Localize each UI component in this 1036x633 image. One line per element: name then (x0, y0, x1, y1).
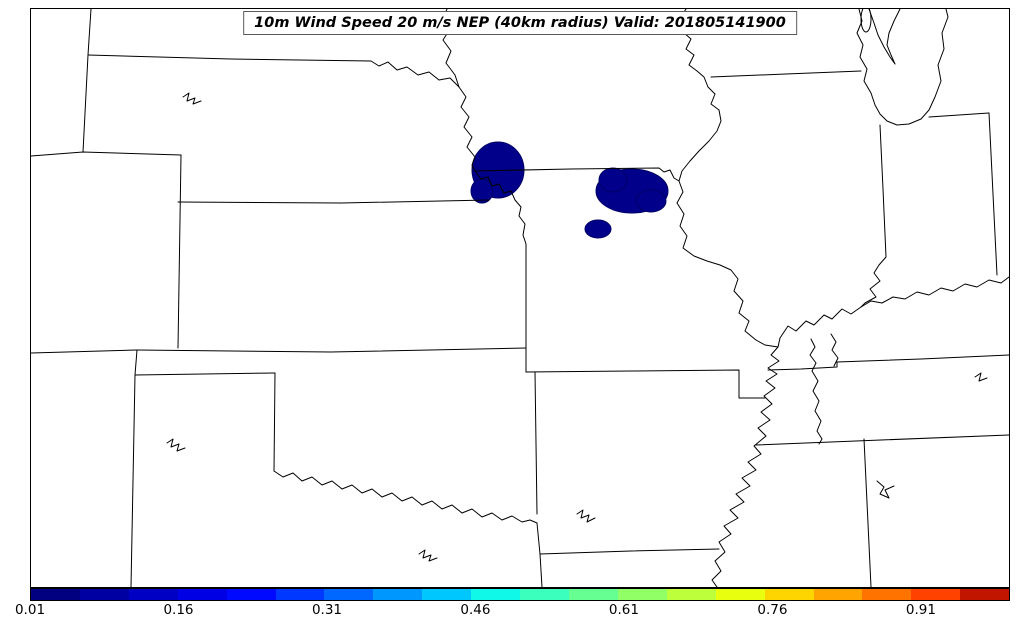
colorbar-segment (422, 589, 472, 600)
indiana-ohio-border (988, 112, 998, 276)
colorbar-segment (862, 589, 912, 600)
texas-louisiana-border (539, 553, 543, 587)
colorbar-segment (813, 589, 863, 600)
ohio-river-illinois-kentucky (777, 306, 862, 348)
colorbar-tick-label: 0.16 (163, 602, 194, 618)
state-boundaries (31, 9, 1009, 587)
colorbar-segment (666, 589, 716, 600)
colorbar-segment (960, 589, 1010, 600)
colorbar-segment (617, 589, 667, 600)
map-plot-area: 10m Wind Speed 20 m/s NEP (40km radius) … (30, 8, 1010, 588)
colorbar-tick-label: 0.76 (757, 602, 788, 618)
basemap-svg (31, 9, 1009, 587)
colorbar-segment (911, 589, 961, 600)
probability-area-small (584, 219, 612, 239)
red-river-texas-oklahoma (273, 470, 538, 524)
green-bay-peninsula (868, 9, 901, 65)
oklahoma-panhandle-south-border (134, 372, 276, 376)
colorbar-tick-labels: 0.01 0.16 0.31 0.46 0.61 0.76 0.91 (15, 602, 1010, 622)
tennessee-river-kentucky (809, 338, 823, 445)
southdakota-nebraska-border (87, 54, 460, 88)
probability-regions (470, 141, 669, 239)
colorbar-segment (373, 589, 423, 600)
arkansas-louisiana-border (539, 548, 720, 555)
colorbar-tick-label: 0.01 (14, 602, 46, 618)
colorbar-segment (31, 589, 80, 600)
mississippi-river-lower (711, 346, 780, 587)
colorbar-segment (764, 589, 814, 600)
illinois-indiana-border (860, 124, 887, 308)
mississippi-river-upper (676, 9, 779, 348)
colorbar-segment (715, 589, 765, 600)
colorbar-segment (568, 589, 618, 600)
nebraska-kansas-border (177, 199, 490, 204)
colorado-nebraska-border (31, 151, 182, 157)
wisconsin-illinois-border (710, 70, 862, 78)
lake-winnebago (860, 9, 872, 33)
colorbar-segment (79, 589, 129, 600)
missouri-arkansas-border-bootheel (525, 369, 766, 399)
probability-area-west (470, 178, 494, 204)
lake-michigan-shoreline (856, 9, 949, 126)
colorbar-segment (226, 589, 276, 600)
colorbar-segment (520, 589, 569, 600)
kentucky-tennessee-border (767, 354, 1009, 371)
texas-oklahoma-west-border (273, 372, 276, 472)
missouri-river-nebraska-iowa (458, 86, 476, 172)
colorado-kansas-border (177, 154, 182, 349)
oklahoma-arkansas-border (534, 371, 538, 515)
probability-area-central (635, 189, 667, 213)
mississippi-alabama-border (863, 438, 872, 587)
colorbar-tick-label: 0.46 (460, 602, 491, 618)
colorbar-tick-label: 0.91 (905, 602, 936, 618)
ohio-river-indiana-kentucky (860, 276, 1009, 308)
colorbar-segment (275, 589, 325, 600)
colorado-newmexico-border (31, 349, 138, 354)
iowa-missouri-border (474, 167, 680, 182)
colorbar-segment (128, 589, 178, 600)
indiana-michigan-border (928, 112, 990, 118)
colorbar (30, 588, 1010, 601)
texas-arkansas-border (536, 522, 541, 555)
colorbar-segment (471, 589, 521, 600)
oklahoma-panhandle-west-border (134, 349, 138, 376)
kansas-oklahoma-border (136, 347, 527, 353)
tennessee-river-alabama (876, 480, 895, 499)
wyoming-east-border (82, 9, 92, 153)
colorbar-segment (177, 589, 227, 600)
minor-river-marks (166, 92, 988, 562)
colorbar-tick-label: 0.31 (311, 602, 342, 618)
colorbar-tick-label: 0.61 (608, 602, 639, 618)
missouri-river-kansas-missouri (474, 170, 527, 245)
plot-title: 10m Wind Speed 20 m/s NEP (40km radius) … (243, 11, 797, 35)
probability-area-central (598, 167, 628, 193)
newmexico-texas-border (130, 374, 136, 587)
cumberland-river-kentucky (830, 333, 839, 367)
tennessee-mississippi-alabama-border (755, 434, 1009, 446)
colorbar-segment (324, 589, 374, 600)
